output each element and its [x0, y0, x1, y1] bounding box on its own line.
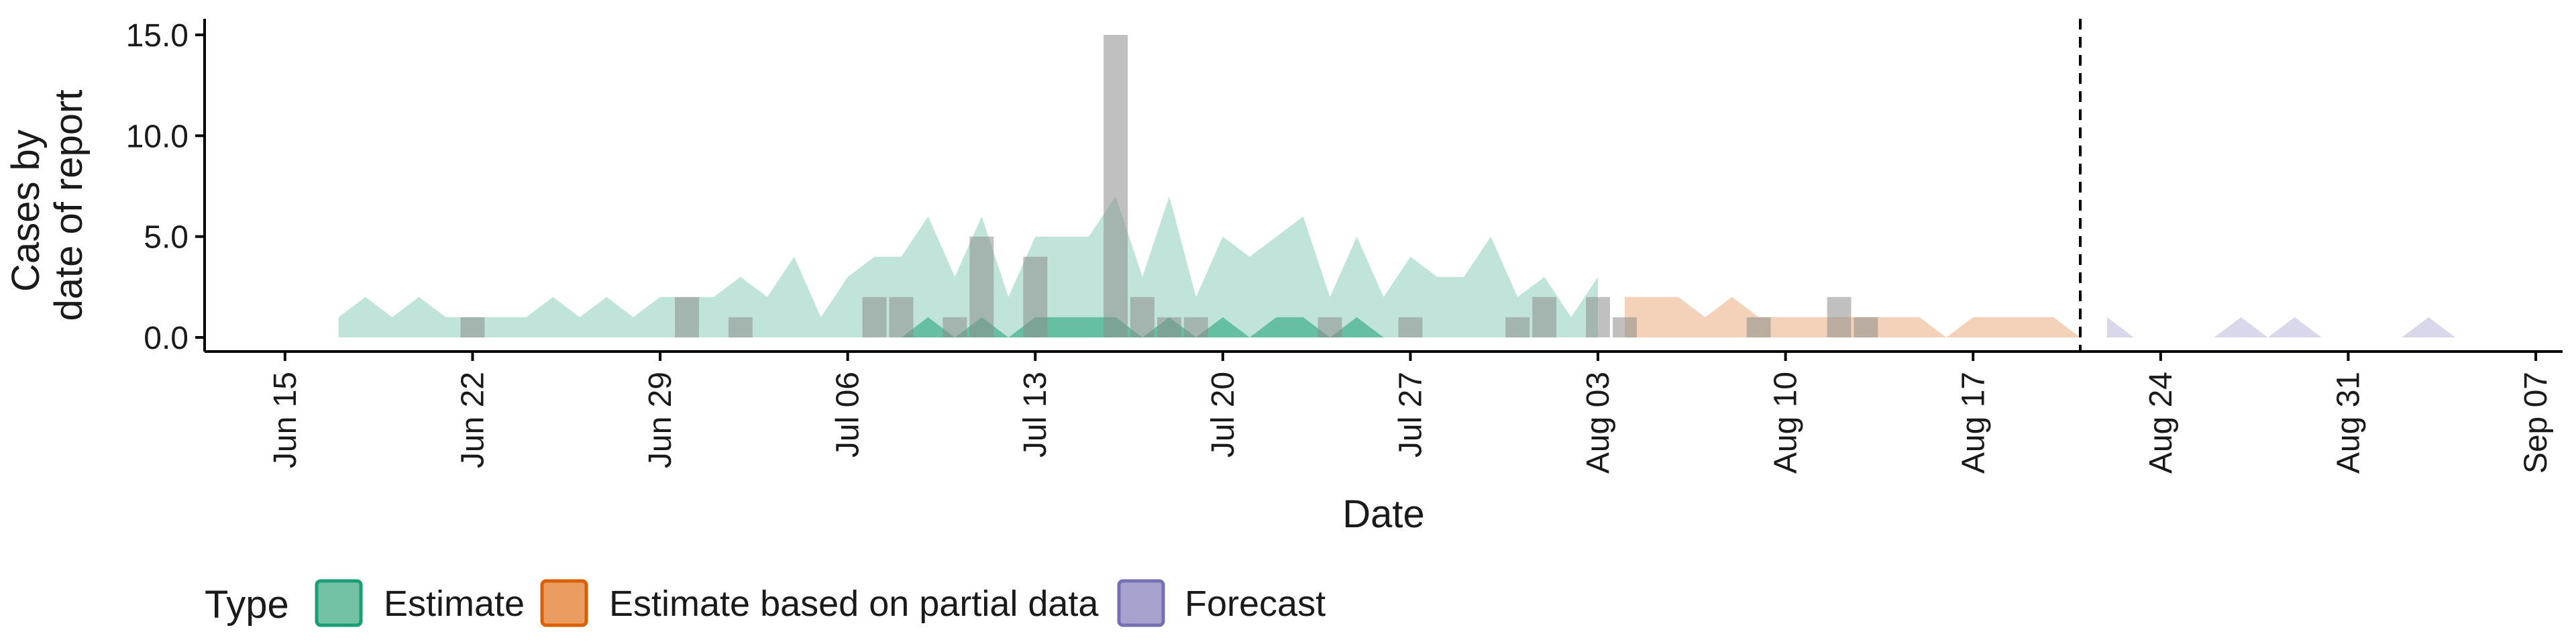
observed-bar — [1505, 317, 1530, 337]
legend-swatch — [315, 579, 363, 627]
y-tick-label: 5.0 — [144, 220, 189, 256]
observed-bar — [969, 236, 994, 337]
y-axis-title: Cases by date of report — [4, 90, 91, 321]
observed-bar — [1183, 317, 1208, 337]
observed-bar-layer — [460, 35, 1878, 337]
x-tick-label: Jul 27 — [1393, 372, 1428, 458]
observed-bar — [1532, 297, 1557, 337]
observed-bar — [1586, 297, 1610, 337]
x-tick-label: Aug 31 — [2330, 372, 2366, 474]
x-tick-label: Aug 03 — [1580, 372, 1616, 474]
ribbon-estimate-outer — [338, 196, 1599, 337]
x-tick-label: Aug 24 — [2143, 372, 2179, 474]
legend-swatch — [1117, 579, 1165, 627]
x-tick-label: Jun 22 — [455, 372, 490, 468]
y-tick-label: 0.0 — [144, 321, 189, 356]
observed-bar — [889, 297, 914, 337]
ribbon-estimate-inner — [901, 317, 1384, 337]
y-axis-title-line-2: date of report — [47, 90, 91, 321]
legend-swatch — [540, 579, 588, 627]
observed-bar — [728, 317, 753, 337]
ribbon-forecast-outer — [2107, 317, 2456, 337]
legend-label: Estimate — [384, 584, 525, 624]
y-axis-title-line-1: Cases by — [4, 129, 48, 292]
ribbon-layer — [338, 196, 2456, 337]
x-tick-label: Jun 29 — [643, 372, 678, 468]
legend-title: Type — [205, 583, 289, 627]
observed-bar — [1398, 317, 1423, 337]
y-tick-label: 10.0 — [126, 119, 189, 154]
observed-bar — [862, 297, 887, 337]
x-tick-label: Jun 15 — [268, 372, 303, 468]
observed-bar — [1104, 35, 1128, 337]
x-axis-title: Date — [1342, 492, 1425, 536]
x-tick-label: Jul 06 — [830, 372, 866, 458]
observed-bar — [1130, 297, 1155, 337]
x-axis-ticks: Jun 15 Jun 22 Jun 29 Jul 06 Jul 13 Jul 20 Jul … — [268, 352, 2554, 474]
observed-bar — [1023, 256, 1048, 337]
y-axis-ticks: 0.0 5.0 10.0 15.0 — [126, 18, 205, 356]
observed-bar — [1157, 317, 1181, 337]
x-tick-label: Aug 10 — [1768, 372, 1804, 474]
observed-bar — [675, 297, 699, 337]
observed-bar — [460, 317, 485, 337]
x-tick-label: Jul 20 — [1205, 372, 1241, 458]
observed-bar — [1318, 317, 1342, 337]
axes: 0.05.010.015.0 Jun 15 Jun 22 Jun 29 Jul 06 J… — [126, 18, 2563, 474]
x-tick-label: Aug 17 — [1955, 372, 1991, 474]
y-tick-label: 15.0 — [126, 18, 189, 54]
legend-label: Estimate based on partial data — [609, 584, 1099, 624]
observed-bar — [1746, 317, 1771, 337]
observed-bar — [1827, 297, 1851, 337]
legend-label: Forecast — [1185, 584, 1326, 624]
observed-bar — [1613, 317, 1637, 337]
ribbon-estimate-based-on-partial-data-outer — [1625, 297, 2080, 337]
x-tick-label: Jul 13 — [1018, 372, 1053, 458]
x-tick-label: Sep 07 — [2518, 372, 2554, 474]
observed-bar — [943, 317, 967, 337]
legend: Type Estimate Estimate based on partial d… — [205, 579, 1326, 627]
observed-bar — [1854, 317, 1878, 337]
